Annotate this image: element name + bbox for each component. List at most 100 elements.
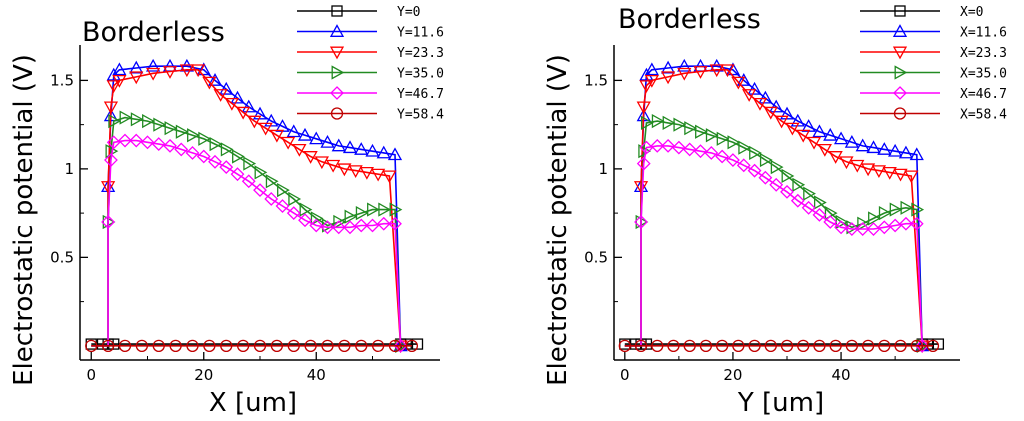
data-point (889, 202, 903, 217)
legend-label: Y=46.7 (397, 87, 444, 102)
data-point (101, 215, 116, 229)
chart-title: Borderless (82, 17, 225, 48)
data-point (219, 160, 234, 175)
data-point (203, 339, 216, 352)
data-point (823, 215, 838, 229)
data-point (253, 339, 267, 352)
data-point (281, 136, 296, 150)
legend-label: Y=0 (397, 5, 420, 20)
y-tick-label: 1.5 (584, 71, 608, 89)
data-point (196, 62, 211, 76)
data-point (367, 202, 380, 217)
legend-entry: X=0 (860, 5, 983, 20)
data-point (129, 71, 144, 85)
data-point (152, 339, 165, 352)
data-point (287, 339, 300, 352)
y-tick-label: 0.5 (584, 248, 608, 266)
data-point (868, 211, 881, 226)
data-point (779, 106, 795, 120)
data-point (85, 339, 98, 352)
data-point (354, 142, 369, 155)
series-line (624, 120, 923, 347)
data-point (769, 177, 784, 192)
data-point (151, 137, 166, 152)
legend-entry: X=58.4 (860, 107, 1007, 123)
data-point (333, 214, 347, 230)
data-point (785, 122, 800, 136)
legend-entry: X=35.0 (860, 65, 1007, 82)
data-point (232, 149, 245, 164)
data-point (894, 339, 907, 352)
legend-entry: Y=58.4 (297, 107, 444, 123)
data-point (389, 202, 403, 217)
data-point (796, 129, 811, 143)
data-point (163, 138, 177, 153)
legend-label: X=46.7 (960, 87, 1007, 102)
data-point (118, 339, 132, 352)
data-point (376, 216, 391, 231)
data-point (288, 191, 302, 207)
legend-entry: X=11.6 (860, 24, 1007, 41)
data-point (878, 339, 891, 352)
data-point (320, 134, 335, 148)
legend-entry: Y=46.7 (297, 86, 444, 102)
data-point (310, 211, 324, 226)
data-point (253, 183, 267, 198)
data-point (911, 202, 925, 217)
data-point (866, 222, 881, 236)
data-point (855, 138, 870, 152)
data-point (411, 338, 424, 350)
series-line (91, 116, 402, 347)
legend-label: X=35.0 (960, 67, 1007, 82)
chart-panel-right: Borderless Y [um] Electrostatic potentia… (543, 4, 1007, 418)
legend-entry: X=46.7 (860, 86, 1007, 102)
data-point (371, 168, 386, 182)
data-point (241, 99, 256, 113)
series-3 (624, 64, 930, 354)
data-point (119, 110, 133, 125)
data-point (812, 207, 827, 222)
data-point (405, 339, 419, 352)
data-point (277, 183, 290, 198)
data-point (344, 209, 358, 224)
data-point (243, 156, 257, 171)
data-point (834, 220, 848, 235)
series-6 (618, 339, 940, 352)
data-point (254, 165, 268, 180)
series-6 (85, 339, 419, 352)
data-point (198, 131, 212, 146)
y-tick-label: 1 (64, 160, 74, 178)
data-point (839, 156, 854, 170)
x-tick-label: 0 (86, 366, 96, 384)
data-point (926, 339, 940, 352)
data-point (673, 117, 687, 132)
data-point (638, 144, 652, 159)
data-point (196, 149, 211, 164)
data-point (252, 106, 268, 120)
data-point (265, 174, 279, 189)
data-point (888, 218, 903, 233)
data-point (833, 131, 849, 145)
data-point (220, 339, 233, 352)
data-point (699, 339, 713, 352)
chart-panel-left: Borderless X [um] Electrostatic potentia… (9, 5, 444, 418)
data-point (792, 177, 806, 192)
data-point (709, 58, 724, 72)
data-point (671, 140, 686, 155)
data-point (146, 58, 161, 72)
legend-label: Y=23.3 (397, 46, 444, 61)
data-point (910, 339, 923, 352)
series-4 (91, 110, 408, 353)
data-point (108, 113, 122, 129)
data-point (695, 124, 708, 139)
x-axis-label: Y [um] (737, 388, 824, 418)
data-point (677, 58, 692, 72)
data-point (337, 163, 352, 177)
data-point (904, 170, 919, 184)
data-point (185, 146, 200, 160)
data-point (651, 113, 665, 129)
data-point (727, 135, 741, 150)
data-point (693, 144, 708, 159)
data-point (844, 134, 859, 148)
